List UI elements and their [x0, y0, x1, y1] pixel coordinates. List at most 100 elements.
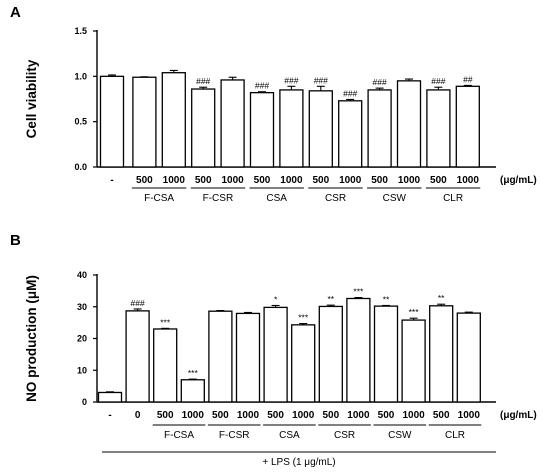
significance-label: ***	[409, 307, 420, 317]
bar	[279, 89, 304, 168]
bar	[291, 324, 316, 403]
category-label: 500	[371, 175, 388, 186]
bar	[426, 89, 451, 168]
group-label: CSA	[279, 430, 300, 441]
bar	[338, 100, 363, 168]
bar	[180, 379, 205, 403]
y-tick-label: 10	[77, 365, 87, 375]
category-label: 500	[267, 410, 284, 421]
significance-label: ***	[160, 317, 171, 327]
y-tick-label: 1.5	[74, 26, 87, 36]
category-label: 1000	[163, 175, 186, 186]
bar	[249, 92, 275, 168]
y-tick-label: 0.0	[74, 162, 87, 172]
significance-label: ###	[343, 88, 357, 98]
unit-label: (μg/mL)	[500, 175, 537, 186]
category-label: 500	[433, 410, 450, 421]
category-label: 500	[157, 410, 174, 421]
category-label: 1000	[280, 175, 303, 186]
category-label: 1000	[237, 410, 260, 421]
significance-label: *	[274, 294, 278, 304]
category-label: 1000	[402, 410, 425, 421]
significance-label: ###	[196, 76, 210, 86]
significance-label: **	[438, 293, 445, 303]
category-label: 1000	[339, 175, 362, 186]
significance-label: **	[327, 294, 334, 304]
group-label: F-CSR	[203, 193, 234, 204]
bar	[429, 305, 454, 403]
group-label: CSW	[383, 193, 407, 204]
category-label: 500	[136, 175, 153, 186]
category-label: 500	[195, 175, 212, 186]
category-label: 1000	[347, 410, 370, 421]
significance-label: ###	[431, 76, 445, 86]
panel-label: B	[10, 232, 21, 249]
group-label: CSA	[266, 193, 287, 204]
y-tick-label: 1.0	[74, 71, 87, 81]
unit-label: (μg/mL)	[500, 410, 537, 421]
y-tick-label: 40	[77, 270, 87, 280]
category-label: 500	[430, 175, 447, 186]
category-label: -	[108, 410, 111, 421]
group-label: F-CSR	[219, 430, 250, 441]
panel-label: A	[10, 4, 21, 21]
treatment-label: + LPS (1 μg/mL)	[262, 457, 335, 468]
category-label: 500	[212, 410, 229, 421]
bar	[308, 90, 333, 168]
significance-label: ***	[353, 287, 364, 297]
significance-label: ###	[284, 75, 298, 85]
bar	[263, 306, 288, 403]
significance-label: ##	[463, 74, 473, 84]
category-label: 1000	[457, 175, 480, 186]
bar	[161, 72, 186, 168]
bar	[132, 76, 157, 168]
category-label: 500	[322, 410, 339, 421]
group-label: F-CSA	[164, 430, 194, 441]
bar	[208, 310, 233, 403]
bar	[318, 305, 343, 403]
category-label: 500	[378, 410, 395, 421]
category-label: 500	[254, 175, 271, 186]
significance-label: **	[383, 294, 390, 304]
bar	[220, 79, 245, 168]
category-label: 1000	[221, 175, 244, 186]
bar	[396, 80, 422, 168]
bar	[153, 328, 178, 403]
significance-label: ###	[373, 77, 387, 87]
bar	[346, 297, 371, 403]
y-tick-label: 20	[77, 334, 87, 344]
y-tick-label: 0.5	[74, 117, 87, 127]
bar	[191, 88, 216, 168]
category-label: 1000	[458, 410, 481, 421]
significance-label: ***	[188, 368, 199, 378]
y-axis-label: NO production (μM)	[24, 275, 39, 402]
significance-label: ###	[255, 81, 269, 91]
group-label: CSR	[325, 193, 346, 204]
bar	[401, 319, 426, 403]
category-label: 0	[135, 410, 141, 421]
category-label: 500	[312, 175, 329, 186]
group-label: F-CSA	[144, 193, 174, 204]
y-axis-label: Cell viability	[24, 59, 39, 138]
bar	[373, 305, 399, 403]
bar	[455, 85, 480, 168]
significance-label: ###	[314, 75, 328, 85]
bar	[235, 312, 261, 403]
bar	[99, 75, 125, 168]
group-label: CSR	[334, 430, 355, 441]
bar	[125, 310, 150, 403]
group-label: CLR	[443, 193, 463, 204]
bar	[367, 89, 392, 168]
category-label: 1000	[182, 410, 205, 421]
bar	[456, 312, 481, 403]
bar	[97, 391, 123, 403]
y-tick-label: 0	[82, 397, 87, 407]
y-tick-label: 30	[77, 302, 87, 312]
group-label: CLR	[445, 430, 465, 441]
group-label: CSW	[388, 430, 412, 441]
category-label: 1000	[292, 410, 315, 421]
significance-label: ***	[298, 313, 309, 323]
category-label: -	[110, 175, 113, 186]
category-label: 1000	[398, 175, 421, 186]
